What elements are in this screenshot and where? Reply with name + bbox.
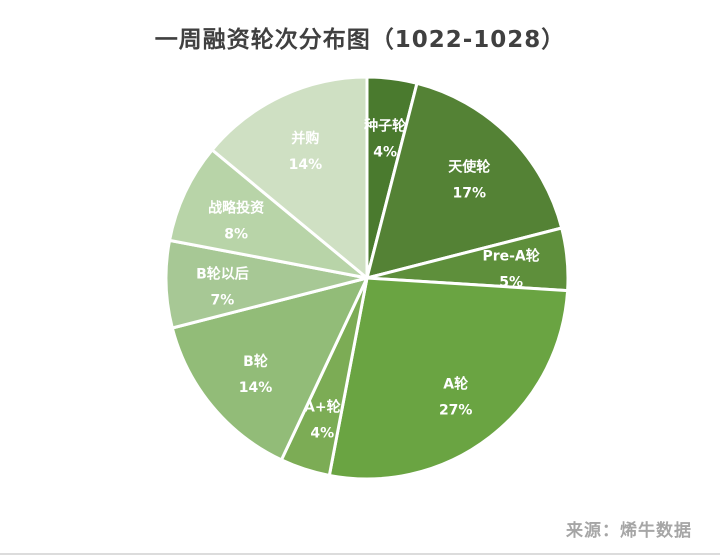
slice-value-label: 14%: [239, 380, 273, 396]
pie-slice: [168, 148, 369, 280]
slice-category-label: 天使轮: [448, 159, 490, 176]
slice-category-label: Pre-A轮: [482, 247, 539, 264]
chart-title: 一周融资轮次分布图（1022-1028）: [154, 27, 566, 53]
pie-slice: [210, 75, 369, 280]
slice-value-label: 7%: [211, 293, 235, 309]
slice-category-label: B轮: [243, 353, 268, 370]
slice-category-label: A轮: [443, 375, 468, 392]
slice-category-label: A+轮: [304, 399, 341, 416]
slice-value-label: 17%: [453, 186, 487, 202]
pie-slice: [365, 81, 564, 280]
slice-value-label: 14%: [289, 157, 323, 173]
bottom-divider: [0, 553, 720, 555]
pie-slice: [170, 276, 369, 462]
slice-category-label: 并购: [291, 130, 319, 147]
slice-value-label: 8%: [224, 226, 248, 242]
slice-value-label: 5%: [499, 274, 523, 290]
slice-category-label: B轮以后: [196, 266, 249, 283]
source-note: 来源：烯牛数据: [566, 521, 692, 541]
slice-category-label: 种子轮: [363, 117, 406, 134]
slice-value-label: 4%: [310, 426, 334, 442]
slice-value-label: 4%: [373, 144, 397, 160]
slice-category-label: 战略投资: [208, 199, 264, 216]
slice-value-label: 27%: [439, 402, 473, 418]
pie-slice: [327, 276, 570, 481]
